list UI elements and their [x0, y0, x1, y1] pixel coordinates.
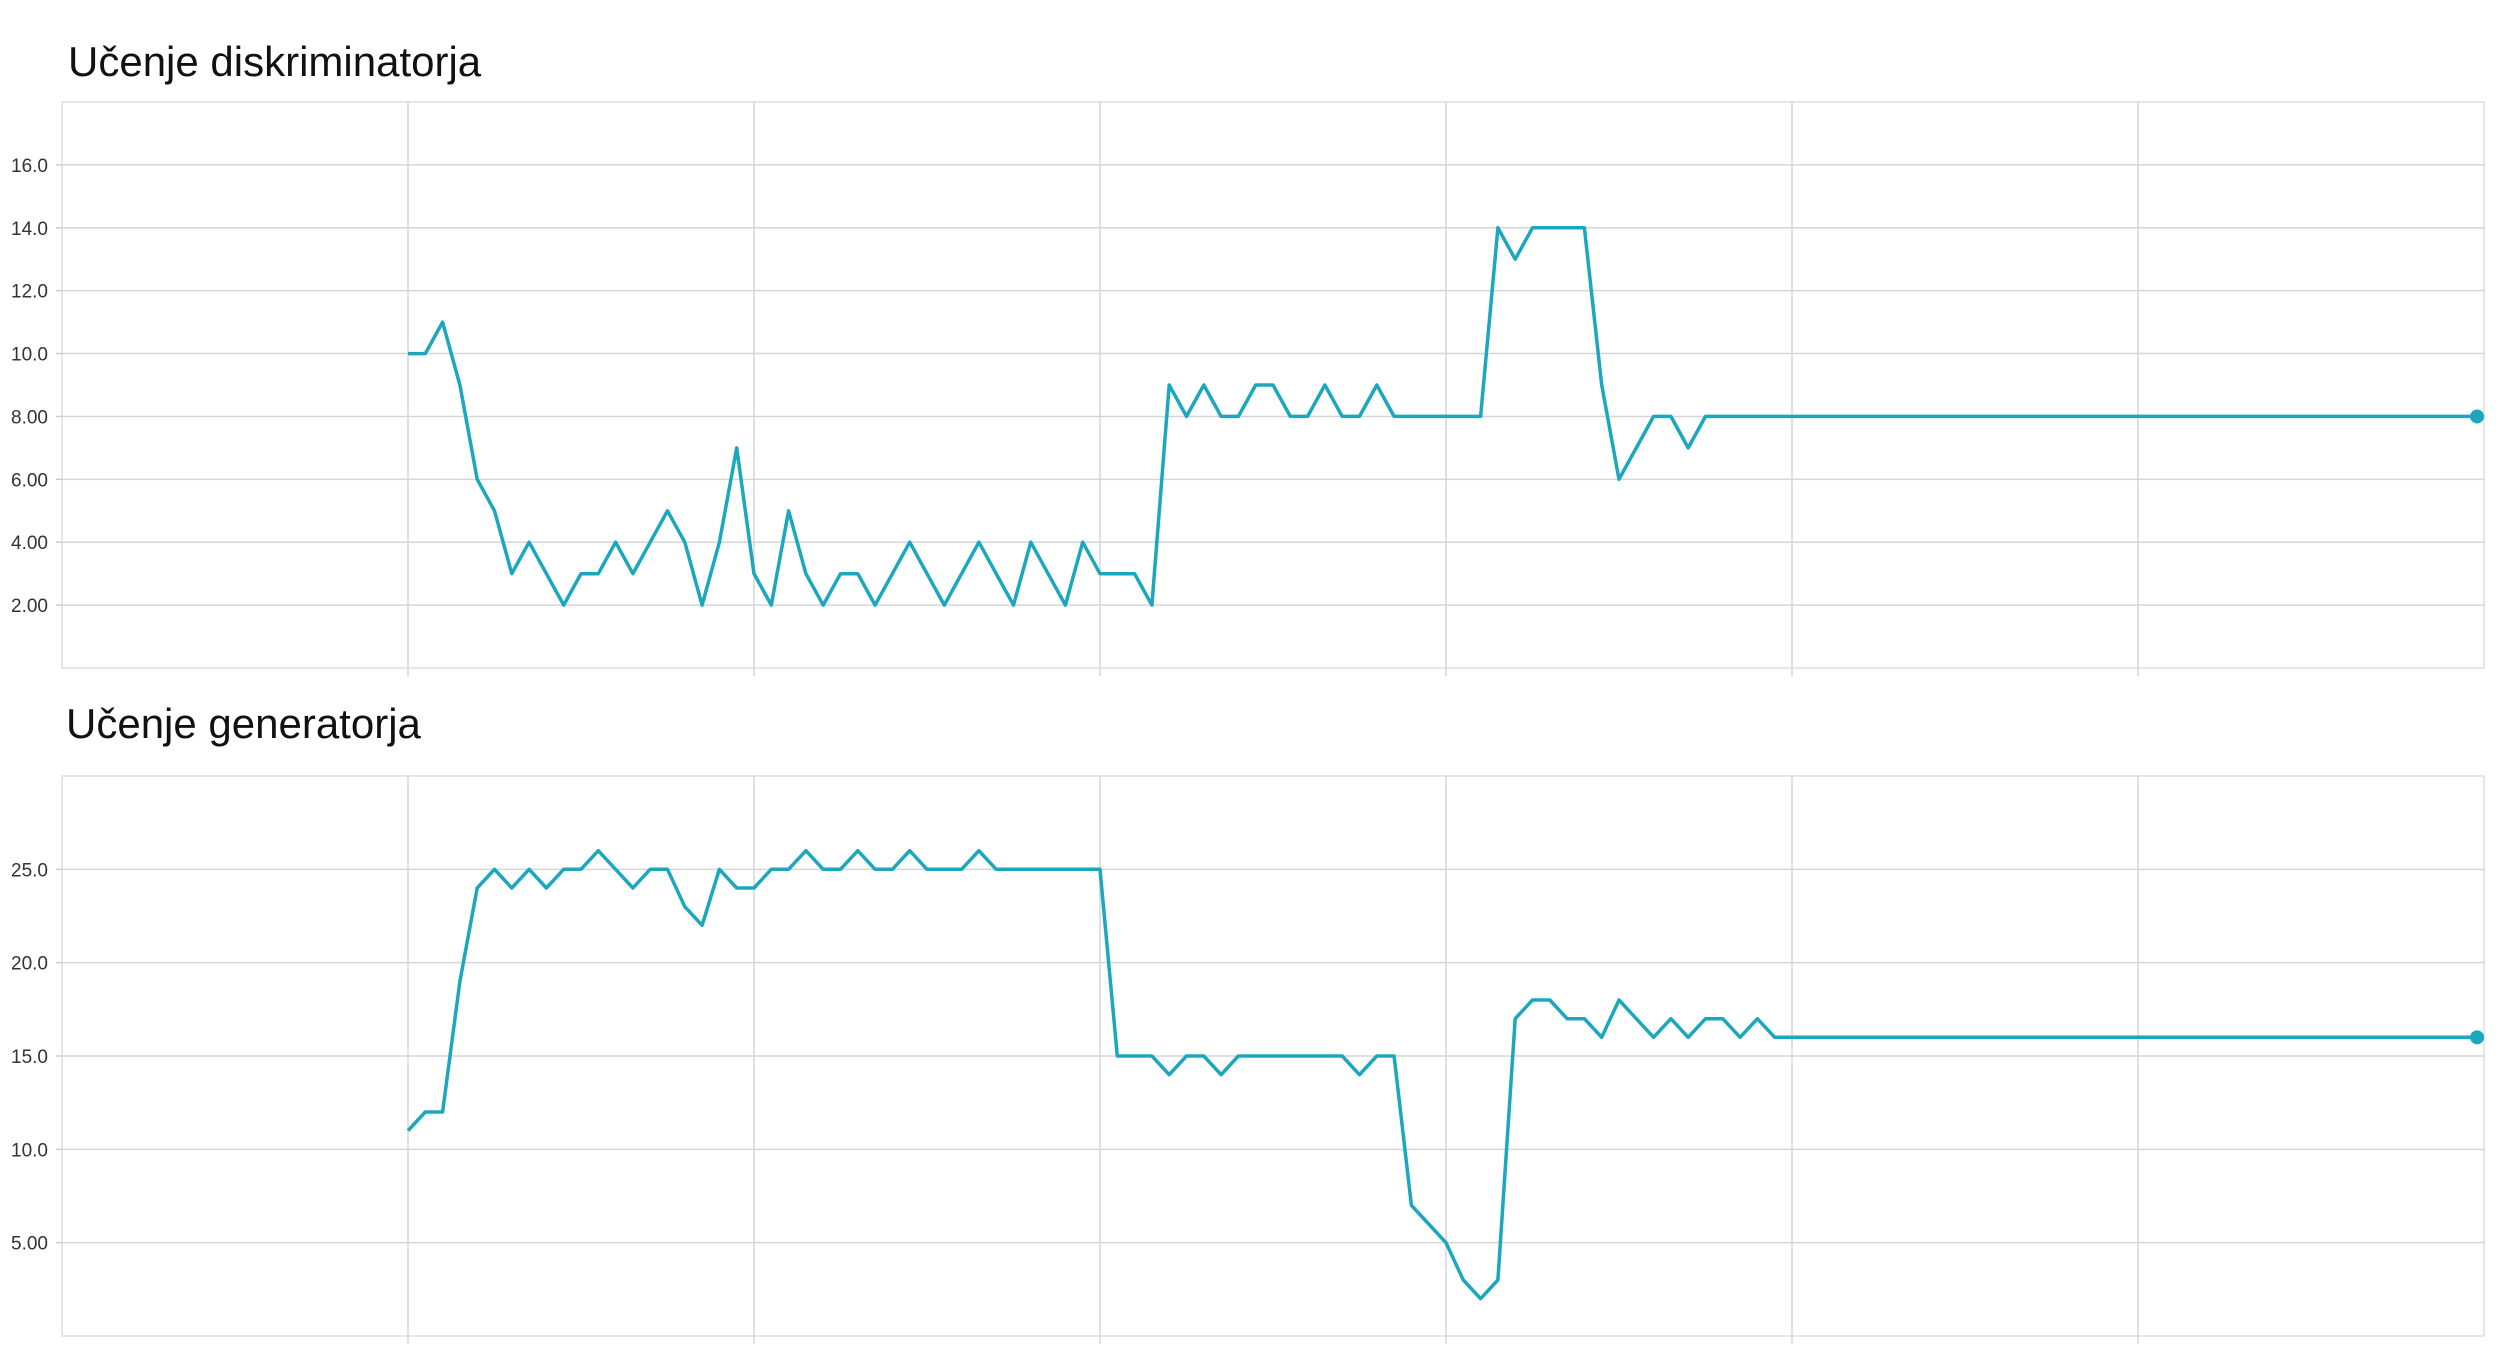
chart-title: Učenje generatorja — [66, 700, 421, 747]
series-end-point — [2470, 1030, 2485, 1045]
plot-frame — [61, 101, 2485, 669]
y-tick-label: 2.00 — [11, 596, 48, 617]
chart-plot: 2.00 4.00 6.00 8.00 10.0 12.0 14.0 16.0 — [11, 101, 2485, 676]
series-end-point — [2470, 409, 2485, 424]
y-tick-label: 10.0 — [11, 1140, 48, 1161]
y-tick-label: 15.0 — [11, 1047, 48, 1068]
y-tick-label: 6.00 — [11, 470, 48, 491]
y-tick-label: 20.0 — [11, 954, 48, 975]
y-tick-label: 10.0 — [11, 345, 48, 366]
y-tick-label: 12.0 — [11, 282, 48, 303]
y-tick-label: 14.0 — [11, 219, 48, 240]
y-tick-label: 5.00 — [11, 1234, 48, 1255]
discriminator-chart: Učenje diskriminatorja 2.00 4.00 6.00 8.00 1… — [11, 38, 2485, 676]
y-tick-label: 25.0 — [11, 860, 48, 881]
generator-chart: Učenje generatorja 5.00 10.0 15.0 20.0 25.0 — [0, 680, 2506, 1347]
series-line — [408, 226, 2478, 607]
y-tick-label: 8.00 — [11, 407, 48, 428]
chart-title: Učenje diskriminatorja — [68, 38, 482, 85]
y-tick-label: 16.0 — [11, 156, 48, 177]
chart-plot: 5.00 10.0 15.0 20.0 25.0 — [11, 775, 2485, 1344]
y-tick-label: 4.00 — [11, 533, 48, 554]
series-line — [406, 848, 2478, 1301]
